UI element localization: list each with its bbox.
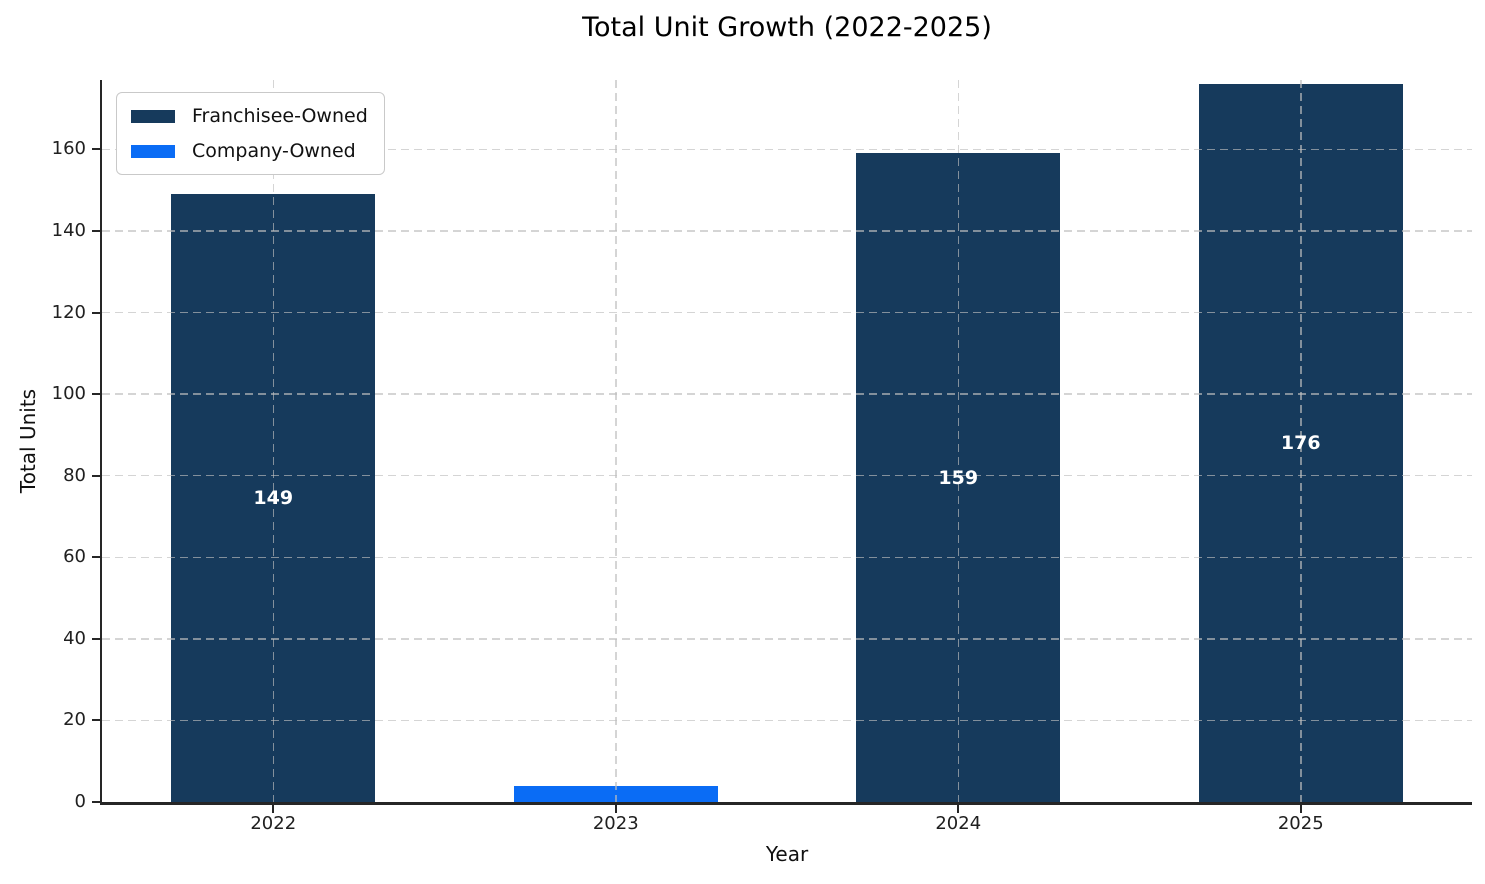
legend-entry: Franchisee-Owned [131,105,368,127]
legend-entry: Company-Owned [131,140,368,162]
y-tick-label: 80 [63,464,86,486]
x-tick-label: 2023 [592,813,639,834]
y-tick-mark [92,393,100,396]
y-tick-mark [92,637,100,640]
grid-hline [102,556,1472,558]
grid-vline [1300,80,1302,802]
legend-swatch-company-owned [131,144,175,158]
y-tick-label: 140 [51,219,86,241]
y-tick-label: 160 [51,138,86,160]
bar-value-label: 149 [253,487,294,510]
plot-area: 149 159 176 [100,80,1472,805]
grid-hline [102,474,1472,477]
y-tick-mark [92,229,100,232]
y-tick-mark [92,801,100,803]
y-tick-label: 120 [51,301,86,323]
grid-hline [102,638,1472,640]
grid-hline [102,148,1472,151]
x-tick-mark [614,805,617,813]
y-tick-mark [92,474,100,477]
y-tick-label: 40 [63,627,86,649]
bar-value-label: 159 [938,466,979,489]
y-tick-label: 60 [63,546,86,568]
bar-value-label: 176 [1280,432,1321,455]
y-tick-mark [92,556,100,559]
legend-swatch-franchisee-owned [131,109,175,123]
grid-vline [272,80,274,802]
legend-label: Franchisee-Owned [192,105,368,127]
chart-title: Total Unit Growth (2022-2025) [582,12,992,43]
x-tick-label: 2022 [250,813,297,834]
x-tick-mark [1299,805,1302,813]
y-tick-mark [92,719,100,722]
y-tick-label: 100 [51,383,86,405]
grid-vline [615,80,617,802]
x-tick-label: 2024 [935,813,982,834]
legend: Franchisee-Owned Company-Owned [116,92,385,175]
grid-hline [102,393,1472,395]
grid-hline [102,719,1472,722]
legend-label: Company-Owned [192,140,356,162]
grid-hline [102,311,1472,314]
x-axis-label: Year [765,842,809,866]
x-tick-label: 2025 [1277,813,1324,834]
y-tick-label: 0 [74,791,86,812]
y-tick-label: 20 [63,709,86,731]
grid-hline [102,230,1472,232]
x-tick-mark [957,805,960,813]
x-tick-mark [272,805,275,813]
y-tick-mark [92,148,100,151]
grid-vline [957,80,959,802]
y-tick-mark [92,311,100,314]
